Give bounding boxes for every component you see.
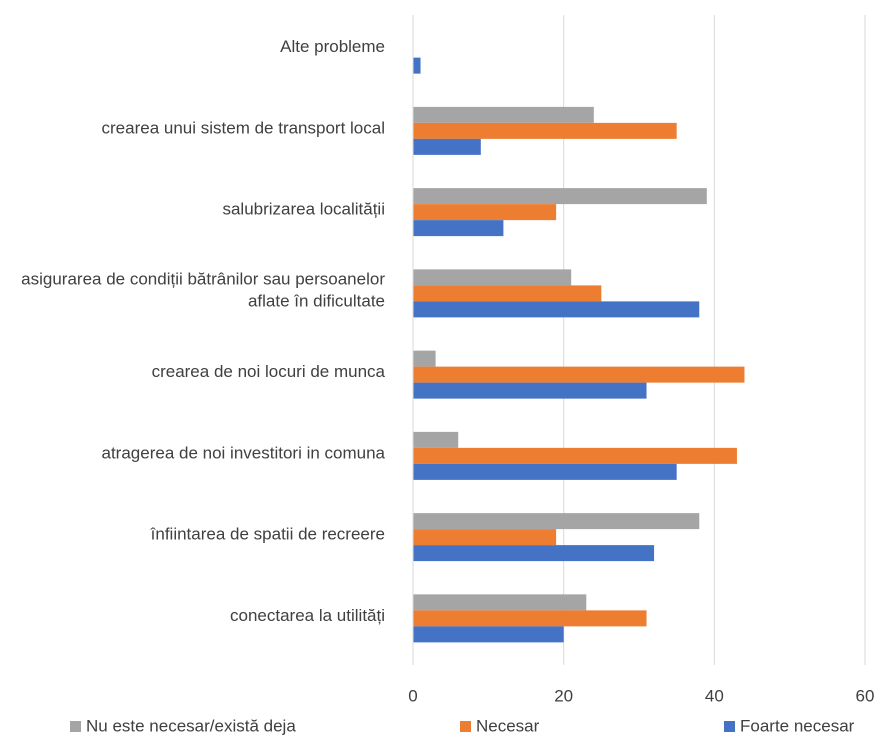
bar [413, 447, 737, 464]
y-tick-label: Alte probleme [280, 37, 385, 56]
y-tick-label: atragerea de noi investitori in comuna [102, 443, 386, 462]
y-tick-label: înfiintarea de spatii de recreere [150, 525, 385, 544]
legend-swatch [460, 721, 471, 732]
bar [413, 57, 421, 74]
bar [413, 626, 564, 643]
y-tick-label: conectarea la utilități [230, 606, 385, 625]
bar [413, 513, 700, 530]
bar [413, 529, 557, 546]
bar [413, 610, 647, 627]
legend-label: Nu este necesar/există deja [86, 716, 296, 735]
bar [413, 204, 557, 221]
x-tick-label: 20 [554, 686, 573, 705]
bar [413, 545, 655, 562]
bar [413, 188, 707, 205]
bar [413, 350, 436, 367]
bar [413, 220, 504, 237]
bar [413, 285, 602, 302]
bar [413, 138, 481, 155]
bar [413, 463, 677, 480]
legend-swatch [70, 721, 81, 732]
bar [413, 122, 677, 139]
legend-swatch [724, 721, 735, 732]
bar [413, 106, 594, 123]
y-tick-label: crearea de noi locuri de munca [152, 362, 386, 381]
bar [413, 269, 572, 286]
y-tick-label: crearea unui sistem de transport local [102, 118, 385, 137]
bar [413, 431, 459, 448]
x-tick-label: 40 [705, 686, 724, 705]
legend-label: Foarte necesar [740, 716, 855, 735]
legend-label: Necesar [476, 716, 540, 735]
bar [413, 366, 745, 383]
y-tick-label: asigurarea de condiții bătrânilor sau pe… [21, 270, 385, 311]
bar [413, 382, 647, 399]
bar [413, 594, 587, 611]
bar [413, 301, 700, 318]
x-tick-label: 60 [856, 686, 875, 705]
y-tick-label: salubrizarea localității [222, 200, 385, 219]
x-tick-label: 0 [408, 686, 417, 705]
